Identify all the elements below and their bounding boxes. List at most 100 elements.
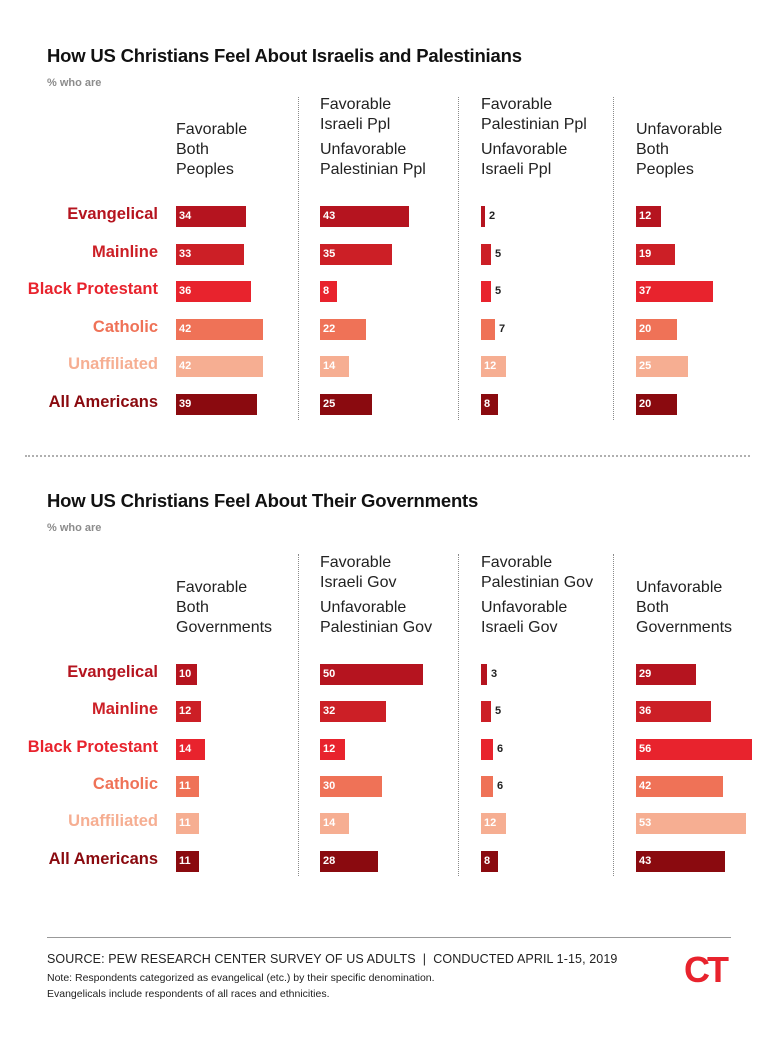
chart-2-bar-value: 28 — [323, 854, 336, 867]
section-divider — [25, 455, 750, 457]
chart-1-column-header-4: Unfavorable Both Peoples — [636, 120, 722, 180]
chart-2-bar-value: 30 — [323, 779, 336, 792]
chart-2-bar — [176, 664, 197, 685]
chart-1-bar-value: 8 — [323, 285, 330, 298]
chart-1-bar — [481, 206, 485, 227]
chart-1-column-separator-3 — [613, 97, 614, 420]
chart-2-bar-value: 12 — [323, 742, 336, 755]
header-line: Unfavorable — [636, 579, 723, 596]
chart-1-bar-value: 35 — [323, 247, 336, 260]
chart-1-subtitle: % who are — [47, 77, 102, 89]
chart-1-row-label: Unaffiliated — [68, 355, 158, 374]
chart-2-bar-value: 56 — [639, 742, 652, 755]
chart-1-bar — [636, 356, 688, 378]
chart-1-bar-value: 22 — [323, 322, 336, 335]
chart-2-bar-value: 14 — [179, 742, 192, 755]
chart-1-column-separator-1 — [298, 97, 299, 420]
chart-2-bar — [176, 701, 201, 723]
header-line: Favorable — [320, 554, 392, 571]
chart-1-bar — [176, 394, 257, 415]
chart-1-bar-value: 5 — [495, 247, 502, 260]
chart-1-bar-value: 34 — [179, 210, 192, 222]
chart-2-bar — [636, 701, 711, 723]
chart-1-column-separator-2 — [458, 97, 459, 420]
chart-2-bar-value: 5 — [495, 705, 502, 718]
chart-2-bar — [481, 850, 498, 872]
chart-1-bar-value: 14 — [323, 360, 336, 373]
chart-1-bar-value: 7 — [499, 322, 506, 335]
chart-2-bar-value: 11 — [179, 817, 191, 830]
chart-1-bar — [176, 243, 244, 265]
chart-2-bar — [320, 701, 386, 723]
chart-2-column-header-3: Favorable Palestinian Gov Unfavorable Israe… — [481, 553, 593, 638]
chart-2-bar — [636, 813, 746, 835]
chart-2-row-label: Evangelical — [67, 663, 158, 681]
chart-2-column-header-1: Favorable Both Governments — [176, 578, 272, 638]
header-line: Unfavorable — [481, 599, 568, 616]
header-line: Unfavorable — [320, 141, 407, 158]
chart-2-bar — [636, 775, 723, 797]
chart-1-row-label: Mainline — [91, 242, 158, 261]
chart-1-bar-value: 8 — [484, 398, 491, 410]
chart-2-column-header-2: Favorable Israeli Gov Unfavorable Palestini… — [320, 553, 432, 638]
chart-2-bar-value: 53 — [639, 817, 652, 830]
chart-2-column-header-4: Unfavorable Both Governments — [636, 578, 732, 638]
chart-2-bar-value: 14 — [323, 817, 336, 830]
chart-1-row-label: Catholic — [92, 317, 158, 336]
chart-2-bar-value: 12 — [484, 817, 497, 830]
chart-1-bar-value: 42 — [179, 322, 192, 335]
chart-1-bar — [320, 394, 372, 415]
chart-1-column-header-2: Favorable Israeli Ppl Unfavorable Palestini… — [320, 95, 426, 180]
chart-2-column-separator-1 — [298, 554, 299, 876]
chart-1-bar — [636, 206, 661, 227]
chart-1-bar — [481, 281, 491, 303]
header-line: Peoples — [636, 161, 694, 178]
chart-1-bar-value: 25 — [639, 360, 652, 373]
chart-2-bar — [636, 850, 725, 872]
chart-2-bar — [636, 664, 696, 685]
chart-1-bar-value: 20 — [639, 322, 652, 335]
header-line: Peoples — [176, 161, 234, 178]
header-line: Unfavorable — [481, 141, 568, 158]
chart-2-bar-value: 43 — [639, 854, 652, 867]
note-line-1: Note: Respondents categorized as evangel… — [47, 972, 435, 984]
chart-1-bar — [320, 356, 349, 378]
header-line: Palestinian Ppl — [481, 116, 587, 133]
chart-1-bar — [176, 281, 251, 303]
chart-2-bar — [320, 664, 423, 685]
chart-2-bar — [481, 775, 493, 797]
chart-2-bar — [481, 701, 491, 723]
header-line: Israeli Gov — [481, 619, 558, 636]
chart-1-title: How US Christians Feel About Israelis an… — [47, 45, 522, 66]
header-line: Favorable — [481, 96, 553, 113]
header-line: Favorable — [320, 96, 392, 113]
header-line: Palestinian Ppl — [320, 161, 426, 178]
chart-2-bar-value: 11 — [179, 854, 191, 867]
note-line-2: Evangelicals include respondents of all … — [47, 988, 330, 1000]
chart-2-bar-value: 50 — [323, 668, 336, 680]
chart-1-column-header-1: Favorable Both Peoples — [176, 120, 247, 180]
chart-1-bar — [636, 281, 713, 303]
chart-1-bar-value: 2 — [489, 210, 496, 222]
chart-2-bar-value: 29 — [639, 668, 652, 680]
header-line: Favorable — [176, 121, 248, 138]
chart-2-row-label: Catholic — [92, 774, 158, 793]
chart-2-bar-value: 32 — [323, 705, 336, 718]
header-line: Both — [176, 599, 209, 616]
header-line: Unfavorable — [636, 121, 723, 138]
chart-1-bar-value: 20 — [639, 398, 652, 410]
chart-1-bar-value: 12 — [484, 360, 497, 373]
header-line: Both — [636, 141, 669, 158]
header-line: Governments — [636, 619, 733, 636]
chart-1-bar — [176, 318, 263, 340]
chart-1-bar-value: 36 — [179, 285, 192, 298]
header-line: Israeli Ppl — [320, 116, 391, 133]
chart-2-bar-value: 42 — [639, 779, 652, 792]
chart-2-bar — [320, 850, 378, 872]
chart-2-bar-value: 12 — [179, 705, 192, 718]
header-line: Palestinian Gov — [320, 619, 433, 636]
chart-1-bar — [176, 356, 263, 378]
chart-1-row-label: All Americans — [48, 393, 158, 411]
footer-rule — [47, 937, 731, 938]
chart-1-row-label: Evangelical — [67, 205, 158, 223]
